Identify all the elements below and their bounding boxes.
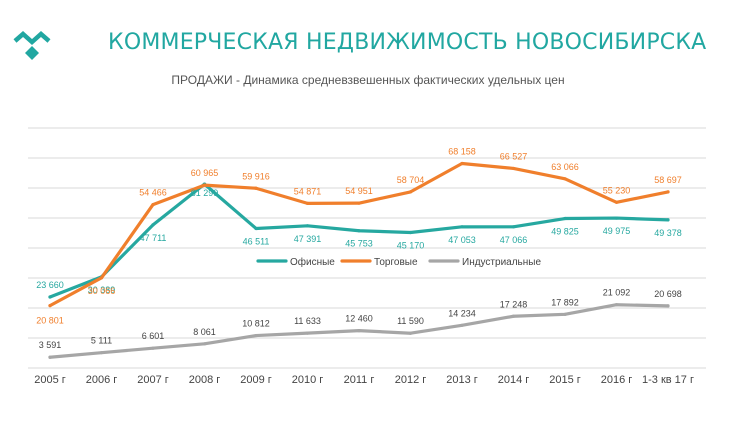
data-label: 58 704 xyxy=(397,175,425,185)
data-label: 30 066 xyxy=(88,286,116,296)
data-point xyxy=(305,331,310,335)
data-point xyxy=(151,346,155,350)
data-point xyxy=(48,355,52,359)
data-label: 47 711 xyxy=(140,233,167,243)
x-tick-label: 2012 г xyxy=(395,374,427,386)
data-label: 8 061 xyxy=(193,327,216,337)
data-label: 45 753 xyxy=(345,239,373,249)
data-label: 10 812 xyxy=(242,319,270,329)
legend-label: Торговые xyxy=(374,257,418,268)
data-point xyxy=(460,161,464,166)
data-point xyxy=(666,304,670,308)
data-label: 3 591 xyxy=(39,340,62,350)
data-point xyxy=(254,333,258,338)
data-point xyxy=(99,276,104,280)
legend-label: Индустриальные xyxy=(462,257,541,268)
data-point xyxy=(666,190,670,194)
data-point xyxy=(563,312,567,316)
data-point xyxy=(511,166,516,171)
data-label: 68 158 xyxy=(448,147,476,157)
data-point xyxy=(305,224,310,228)
data-label: 47 391 xyxy=(294,234,322,244)
data-point xyxy=(614,303,619,307)
data-point xyxy=(511,314,516,318)
data-point xyxy=(151,203,155,207)
chart-title: ПРОДАЖИ - Динамика средневзвешенных факт… xyxy=(171,73,565,87)
data-point xyxy=(357,329,361,333)
data-point xyxy=(563,177,567,181)
data-point xyxy=(614,216,619,220)
x-tick-label: 2008 г xyxy=(189,374,221,386)
data-point xyxy=(563,216,567,221)
x-tick-label: 2010 г xyxy=(292,374,324,386)
x-tick-label: 2016 г xyxy=(601,374,633,386)
data-label: 46 511 xyxy=(243,236,270,246)
x-tick-label: 2015 г xyxy=(549,374,581,386)
data-label: 54 951 xyxy=(345,186,373,196)
data-label: 30 389 xyxy=(88,285,116,295)
data-label: 63 066 xyxy=(551,162,579,172)
data-point xyxy=(202,342,207,346)
data-label: 17 892 xyxy=(551,297,579,307)
data-point xyxy=(48,295,52,299)
data-label: 49 975 xyxy=(603,226,631,236)
page-title: КОММЕРЧЕСКАЯ НЕДВИЖИМОСТЬ НОВОСИБИРСКА xyxy=(108,30,707,55)
data-point xyxy=(305,201,310,205)
data-point xyxy=(460,323,464,327)
data-point xyxy=(254,186,258,190)
x-tick-label: 2005 г xyxy=(34,374,66,386)
data-point xyxy=(666,218,670,222)
data-label: 61 299 xyxy=(191,188,219,198)
data-label: 12 460 xyxy=(345,314,373,324)
data-label: 49 378 xyxy=(654,228,682,238)
data-point xyxy=(357,201,361,205)
data-label: 17 248 xyxy=(500,299,528,309)
data-label: 66 527 xyxy=(500,151,528,161)
data-label: 20 801 xyxy=(36,316,64,326)
data-label: 49 825 xyxy=(551,227,579,237)
data-label: 59 916 xyxy=(242,171,270,181)
x-tick-label: 2013 г xyxy=(446,374,478,386)
data-label: 54 466 xyxy=(139,188,167,198)
x-tick-label: 2011 г xyxy=(344,374,375,386)
data-point xyxy=(408,230,413,235)
data-point xyxy=(460,225,464,229)
data-label: 45 170 xyxy=(397,240,425,250)
x-tick-label: 1-3 кв 17 г xyxy=(642,374,694,386)
x-tick-label: 2009 г xyxy=(240,374,272,386)
data-point xyxy=(511,225,516,229)
data-label: 6 601 xyxy=(142,331,165,341)
data-label: 11 590 xyxy=(397,316,424,326)
data-label: 58 697 xyxy=(654,175,682,185)
data-label: 23 660 xyxy=(36,280,64,290)
data-point xyxy=(357,229,361,233)
data-label: 55 230 xyxy=(603,185,631,195)
data-point xyxy=(408,190,413,194)
data-point xyxy=(48,303,52,308)
data-point xyxy=(151,223,155,227)
data-point xyxy=(254,226,258,231)
data-point xyxy=(99,351,104,355)
x-tick-label: 2007 г xyxy=(137,374,169,386)
data-point xyxy=(408,331,413,335)
data-label: 20 698 xyxy=(654,289,682,299)
data-label: 21 092 xyxy=(603,288,631,298)
data-point xyxy=(202,183,207,187)
data-label: 60 965 xyxy=(191,168,219,178)
x-tick-label: 2006 г xyxy=(86,374,118,386)
data-label: 47 053 xyxy=(448,235,476,245)
data-point xyxy=(614,200,619,204)
brand-logo-icon xyxy=(13,31,51,60)
data-label: 54 871 xyxy=(294,186,322,196)
legend-label: Офисные xyxy=(290,256,335,268)
data-label: 14 234 xyxy=(448,308,476,318)
data-label: 47 066 xyxy=(500,235,528,245)
data-label: 11 633 xyxy=(294,316,321,326)
x-tick-label: 2014 г xyxy=(498,374,530,386)
data-label: 5 111 xyxy=(91,336,112,346)
